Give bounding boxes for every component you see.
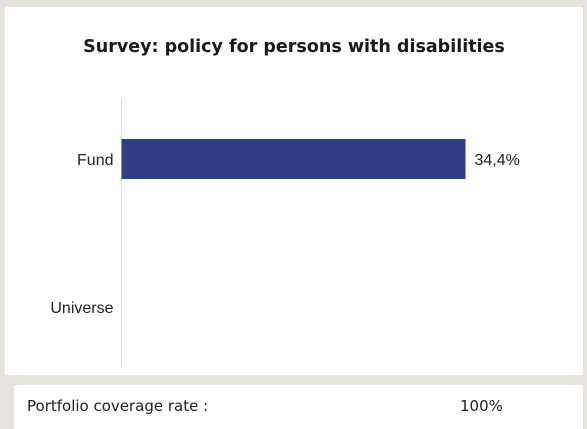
chart-card: Survey: policy for persons with disabili… — [5, 7, 583, 375]
coverage-footer: Portfolio coverage rate : 100% — [14, 385, 583, 429]
value-label-fund: 34,4% — [475, 152, 520, 169]
coverage-value: 100% — [460, 397, 503, 415]
bar-chart: Fund 34,4% Universe — [50, 99, 520, 367]
chart-title: Survey: policy for persons with disabili… — [83, 37, 505, 57]
coverage-label: Portfolio coverage rate : — [27, 397, 209, 415]
category-label-fund: Fund — [77, 152, 113, 169]
category-label-universe: Universe — [50, 300, 113, 317]
bar-fund — [121, 139, 466, 179]
